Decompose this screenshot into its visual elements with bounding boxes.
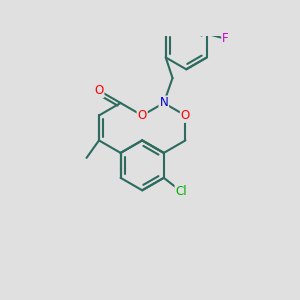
Text: N: N <box>159 97 168 110</box>
Text: F: F <box>222 32 229 45</box>
Text: O: O <box>138 109 147 122</box>
Text: Cl: Cl <box>176 185 187 198</box>
Text: O: O <box>181 109 190 122</box>
Text: O: O <box>94 84 104 97</box>
